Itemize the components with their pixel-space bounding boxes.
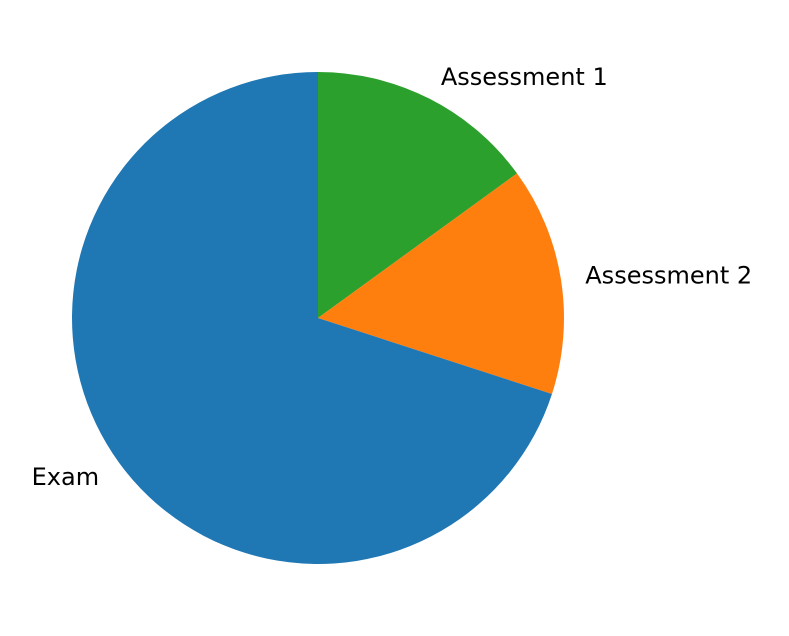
pie-slices — [72, 72, 565, 564]
pie-slice-assessment-2 — [318, 173, 565, 395]
pie-labels: Assessment 1 Assessment 2 Exam — [32, 63, 753, 491]
pie-label-exam: Exam — [32, 463, 99, 491]
pie-label-assessment-1: Assessment 1 — [441, 63, 608, 91]
pie-slice-exam — [72, 72, 552, 564]
pie-label-assessment-2: Assessment 2 — [585, 262, 752, 290]
pie-slice-assessment-1 — [318, 72, 518, 318]
